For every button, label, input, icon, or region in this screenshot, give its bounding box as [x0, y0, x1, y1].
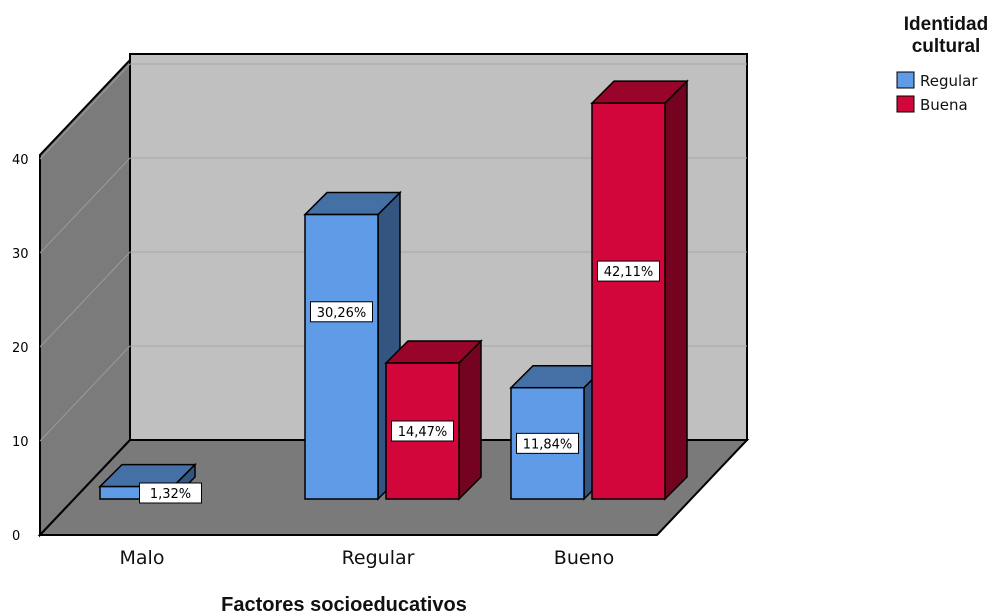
- data-label-text: 14,47%: [398, 425, 448, 440]
- legend-item-buena[interactable]: Buena: [896, 95, 968, 114]
- gridline-left-40: [39, 63, 131, 160]
- bar-side: [458, 339, 482, 501]
- bars: [98, 79, 689, 501]
- gridline-left-20: [39, 251, 131, 348]
- y-tick-label-20: 20: [12, 341, 29, 356]
- data-labels: 1,32% 30,26% 14,47% 11,84% 42,11%: [139, 260, 660, 504]
- legend-item-regular[interactable]: Regular: [896, 71, 978, 90]
- bar-buena-bueno: [590, 79, 689, 501]
- data-label-text: 30,26%: [317, 306, 367, 321]
- y-tick-label-0: 0: [12, 529, 20, 544]
- data-label-text: 42,11%: [604, 265, 654, 280]
- x-tick-label-malo: Malo: [120, 547, 165, 569]
- x-tick-label-bueno: Bueno: [554, 547, 614, 569]
- legend-label: Regular: [920, 72, 978, 90]
- data-label-box: [310, 301, 373, 323]
- x-axis-title: Factores socioeducativos: [221, 594, 467, 614]
- gridline-left-30: [39, 157, 131, 254]
- legend-label: Buena: [920, 96, 968, 114]
- gridline-left-10: [39, 345, 131, 442]
- category-labels: Malo Regular Bueno: [120, 547, 615, 569]
- bar-buena-regular: [384, 339, 483, 501]
- data-label-regular-bueno: 11,84%: [516, 432, 579, 454]
- bar-front: [591, 102, 666, 500]
- bar-regular-regular: [303, 190, 402, 501]
- data-label-regular-malo: 1,32%: [139, 482, 202, 504]
- legend-title-line-2: cultural: [912, 36, 981, 57]
- data-label-box: [597, 260, 660, 282]
- bar-side: [664, 79, 688, 501]
- data-label-buena-bueno: 42,11%: [597, 260, 660, 282]
- data-label-box: [139, 482, 202, 504]
- y-tick-label-10: 10: [12, 435, 29, 450]
- legend-title-line-1: Identidad: [904, 14, 988, 35]
- y-axis-ticks: 0 10 20 30 40: [12, 153, 29, 544]
- data-label-regular-regular: 30,26%: [310, 301, 373, 323]
- y-tick-label-40: 40: [12, 153, 29, 168]
- data-label-box: [516, 432, 579, 454]
- data-label-text: 11,84%: [523, 437, 573, 452]
- legend-swatch: [896, 71, 915, 89]
- data-label-box: [391, 420, 454, 442]
- data-label-text: 1,32%: [150, 487, 191, 502]
- bar-front: [304, 213, 379, 500]
- legend-swatch: [896, 95, 915, 113]
- data-label-buena-regular: 14,47%: [391, 420, 454, 442]
- y-tick-label-30: 30: [12, 247, 29, 262]
- x-tick-label-regular: Regular: [342, 547, 415, 569]
